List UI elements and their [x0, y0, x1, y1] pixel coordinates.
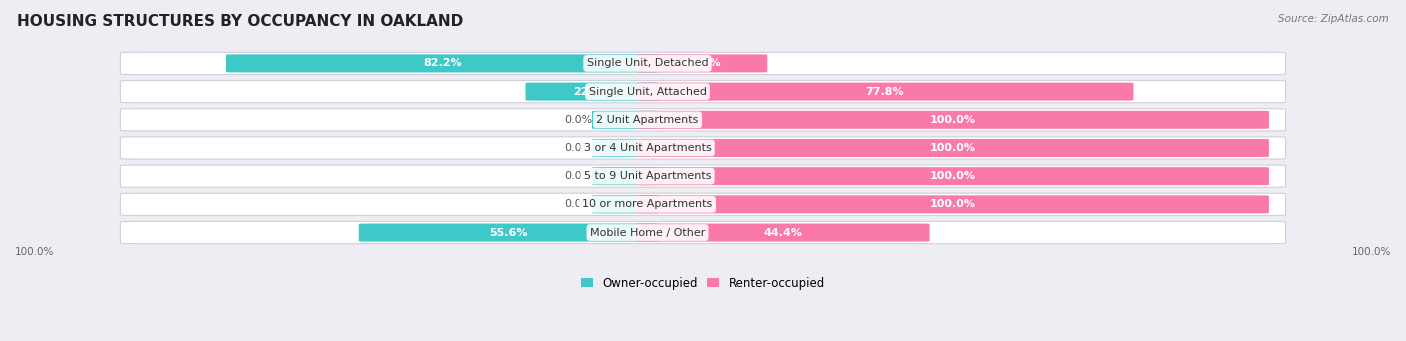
Text: 3 or 4 Unit Apartments: 3 or 4 Unit Apartments — [583, 143, 711, 153]
Text: 22.2%: 22.2% — [572, 87, 612, 97]
FancyBboxPatch shape — [637, 223, 929, 241]
FancyBboxPatch shape — [637, 83, 1133, 101]
Text: Mobile Home / Other: Mobile Home / Other — [591, 227, 706, 238]
Text: 100.0%: 100.0% — [929, 171, 976, 181]
Text: Source: ZipAtlas.com: Source: ZipAtlas.com — [1278, 14, 1389, 24]
Text: 17.8%: 17.8% — [682, 58, 721, 69]
Text: 100.0%: 100.0% — [929, 199, 976, 209]
Text: 77.8%: 77.8% — [866, 87, 904, 97]
Text: Single Unit, Attached: Single Unit, Attached — [589, 87, 707, 97]
Text: 0.0%: 0.0% — [564, 199, 592, 209]
FancyBboxPatch shape — [121, 193, 1285, 216]
Text: 0.0%: 0.0% — [564, 143, 592, 153]
Text: 2 Unit Apartments: 2 Unit Apartments — [596, 115, 699, 125]
Text: 0.0%: 0.0% — [564, 171, 592, 181]
Text: Single Unit, Detached: Single Unit, Detached — [586, 58, 709, 69]
Text: 55.6%: 55.6% — [489, 227, 527, 238]
FancyBboxPatch shape — [121, 165, 1285, 187]
Text: 100.0%: 100.0% — [15, 247, 55, 257]
FancyBboxPatch shape — [637, 111, 1270, 129]
FancyBboxPatch shape — [637, 139, 1270, 157]
Text: 82.2%: 82.2% — [423, 58, 461, 69]
FancyBboxPatch shape — [637, 167, 1270, 185]
FancyBboxPatch shape — [592, 167, 658, 185]
FancyBboxPatch shape — [592, 195, 658, 213]
Text: 5 to 9 Unit Apartments: 5 to 9 Unit Apartments — [583, 171, 711, 181]
FancyBboxPatch shape — [592, 139, 658, 157]
Text: 44.4%: 44.4% — [763, 227, 803, 238]
Text: 100.0%: 100.0% — [929, 115, 976, 125]
Text: 10 or more Apartments: 10 or more Apartments — [582, 199, 713, 209]
FancyBboxPatch shape — [121, 52, 1285, 75]
FancyBboxPatch shape — [121, 80, 1285, 103]
FancyBboxPatch shape — [359, 223, 658, 241]
Text: HOUSING STRUCTURES BY OCCUPANCY IN OAKLAND: HOUSING STRUCTURES BY OCCUPANCY IN OAKLA… — [17, 14, 463, 29]
FancyBboxPatch shape — [226, 55, 658, 72]
FancyBboxPatch shape — [637, 195, 1270, 213]
FancyBboxPatch shape — [121, 221, 1285, 244]
Text: 100.0%: 100.0% — [1351, 247, 1391, 257]
FancyBboxPatch shape — [637, 55, 768, 72]
FancyBboxPatch shape — [526, 83, 658, 101]
Legend: Owner-occupied, Renter-occupied: Owner-occupied, Renter-occupied — [576, 272, 830, 294]
FancyBboxPatch shape — [592, 111, 658, 129]
Text: 100.0%: 100.0% — [929, 143, 976, 153]
FancyBboxPatch shape — [121, 137, 1285, 159]
Text: 0.0%: 0.0% — [564, 115, 592, 125]
FancyBboxPatch shape — [121, 109, 1285, 131]
